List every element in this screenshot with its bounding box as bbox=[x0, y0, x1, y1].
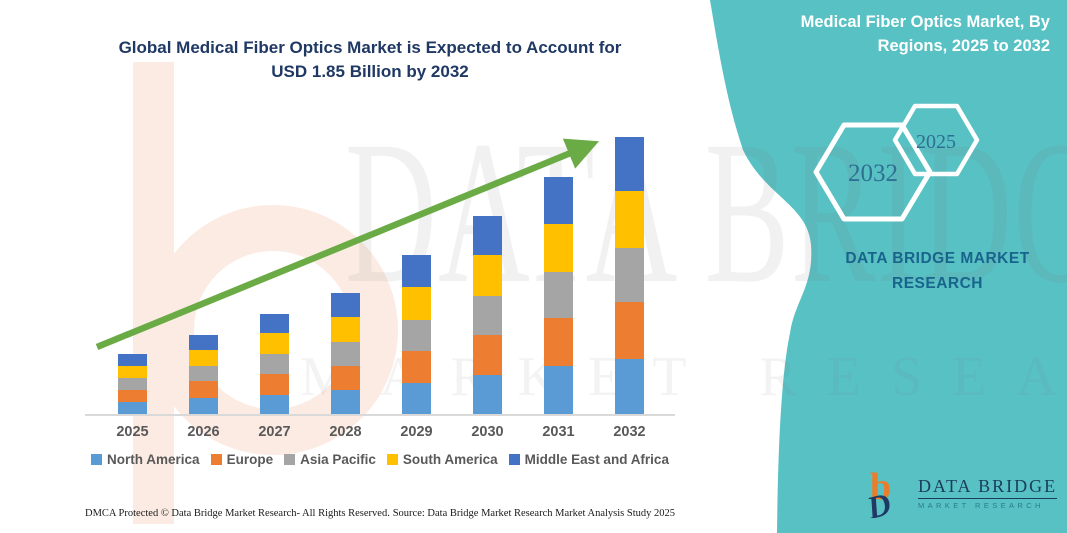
hex-year-2032: 2032 bbox=[848, 160, 898, 187]
legend-label: Europe bbox=[226, 452, 274, 467]
company-logo-text: DATA BRIDGE MARKET RESEARCH bbox=[918, 476, 1058, 510]
bar-segment-2031-south-america bbox=[544, 223, 573, 272]
chart-title: Global Medical Fiber Optics Market is Ex… bbox=[90, 36, 650, 84]
trend-arrow bbox=[95, 138, 600, 351]
bar-segment-2031-middle-east-and-africa bbox=[544, 177, 573, 224]
bar-segment-2032-north-america bbox=[615, 358, 644, 414]
footer: DMCA Protected © Data Bridge Market Rese… bbox=[85, 508, 675, 519]
bar-segment-2027-asia-pacific bbox=[260, 354, 289, 374]
x-tick-2028: 2028 bbox=[329, 424, 362, 440]
x-tick-2029: 2029 bbox=[400, 424, 433, 440]
panel-title-line1: Medical Fiber Optics Market, By bbox=[800, 13, 1050, 31]
bar-segment-2026-south-america bbox=[189, 349, 218, 366]
legend-swatch-icon bbox=[284, 454, 296, 465]
bar-segment-2031-north-america bbox=[544, 366, 573, 414]
chart-title-line1: Global Medical Fiber Optics Market is Ex… bbox=[118, 38, 622, 57]
legend-label: North America bbox=[107, 452, 200, 467]
x-tick-2031: 2031 bbox=[542, 424, 575, 440]
bar-segment-2027-europe bbox=[260, 373, 289, 395]
bar-segment-2030-middle-east-and-africa bbox=[473, 216, 502, 255]
stacked-bar-2032 bbox=[615, 136, 644, 414]
x-tick-2025: 2025 bbox=[116, 424, 149, 440]
stacked-bar-2031 bbox=[544, 177, 573, 414]
bar-segment-2030-north-america bbox=[473, 375, 502, 414]
x-axis-line bbox=[85, 414, 675, 416]
x-tick-2027: 2027 bbox=[258, 424, 291, 440]
x-tick-2032: 2032 bbox=[613, 424, 646, 440]
footer-source: Source: Data Bridge Market Research Mark… bbox=[392, 508, 675, 519]
panel-brand-text: DATA BRIDGE MARKET RESEARCH bbox=[825, 246, 1050, 296]
hex-year-2025: 2025 bbox=[916, 131, 956, 153]
legend-swatch-icon bbox=[508, 454, 520, 465]
chart-title-line2: USD 1.85 Billion by 2032 bbox=[271, 62, 469, 81]
bar-segment-2026-middle-east-and-africa bbox=[189, 334, 218, 350]
bar-segment-2027-middle-east-and-africa bbox=[260, 313, 289, 333]
x-axis-labels: 2025 2026 2027 2028 2029 2030 2031 2032 bbox=[85, 424, 677, 444]
bar-segment-2031-asia-pacific bbox=[544, 271, 573, 318]
legend-label: Middle East and Africa bbox=[524, 452, 669, 467]
legend-item-middle-east-and-africa: Middle East and Africa bbox=[508, 452, 669, 467]
company-logo-name: DATA BRIDGE bbox=[918, 476, 1058, 499]
bar-segment-2029-europe bbox=[402, 351, 431, 383]
company-logo-tagline: MARKET RESEARCH bbox=[918, 501, 1044, 510]
bar-segment-2030-south-america bbox=[473, 255, 502, 296]
x-tick-2026: 2026 bbox=[187, 424, 220, 440]
legend-item-north-america: North America bbox=[91, 452, 200, 467]
plot-area bbox=[85, 119, 677, 414]
bar-segment-2032-middle-east-and-africa bbox=[615, 136, 644, 191]
bar-segment-2032-asia-pacific bbox=[615, 247, 644, 302]
panel-title: Medical Fiber Optics Market, By Regions,… bbox=[760, 10, 1050, 58]
panel-brand-line1: DATA BRIDGE MARKET bbox=[845, 250, 1030, 267]
company-logo-icon: b D bbox=[862, 468, 894, 518]
bar-segment-2032-south-america bbox=[615, 190, 644, 248]
stacked-bar-2030 bbox=[473, 216, 502, 414]
bar-segment-2029-south-america bbox=[402, 286, 431, 320]
bar-segment-2026-asia-pacific bbox=[189, 366, 218, 381]
bar-segment-2029-asia-pacific bbox=[402, 319, 431, 351]
legend-swatch-icon bbox=[91, 454, 103, 465]
legend-item-asia-pacific: Asia Pacific bbox=[284, 452, 376, 467]
bar-segment-2027-south-america bbox=[260, 333, 289, 354]
hexagon-years: 2032 2025 bbox=[813, 103, 980, 222]
legend-item-south-america: South America bbox=[386, 452, 498, 467]
panel-title-line2: Regions, 2025 to 2032 bbox=[877, 37, 1050, 55]
panel-brand-line2: RESEARCH bbox=[892, 275, 983, 292]
company-logo: b D DATA BRIDGE MARKET RESEARCH bbox=[862, 468, 1058, 518]
chart-legend: North America Europe Asia Pacific South Ame… bbox=[75, 452, 685, 467]
bar-segment-2026-europe bbox=[189, 381, 218, 398]
hexagon-2025 bbox=[892, 103, 980, 177]
x-tick-2030: 2030 bbox=[471, 424, 504, 440]
bar-segment-2032-europe bbox=[615, 301, 644, 359]
bar-segment-2030-europe bbox=[473, 334, 502, 375]
bar-segment-2029-middle-east-and-africa bbox=[402, 255, 431, 287]
stacked-bar-2029 bbox=[402, 255, 431, 414]
svg-text:b: b bbox=[870, 468, 891, 508]
legend-swatch-icon bbox=[210, 454, 222, 465]
bar-segment-2029-north-america bbox=[402, 382, 431, 414]
legend-label: South America bbox=[402, 452, 498, 467]
legend-swatch-icon bbox=[386, 454, 398, 465]
bar-segment-2030-asia-pacific bbox=[473, 295, 502, 335]
legend-label: Asia Pacific bbox=[300, 452, 376, 467]
footer-dmca: DMCA Protected © Data Bridge Market Rese… bbox=[85, 508, 390, 519]
legend-item-europe: Europe bbox=[210, 452, 274, 467]
bar-segment-2031-europe bbox=[544, 318, 573, 366]
